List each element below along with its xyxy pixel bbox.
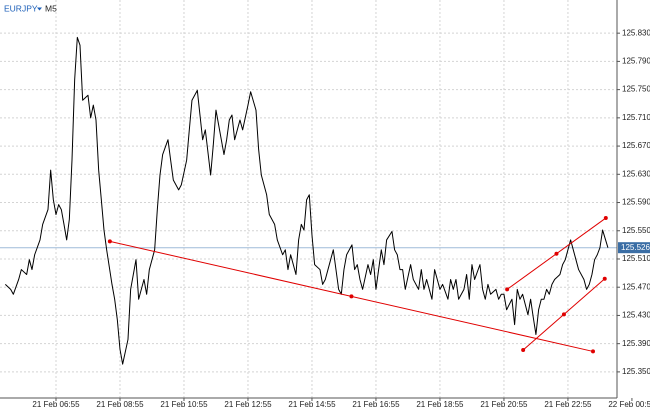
x-tick-label: 21 Feb 10:55 (160, 400, 208, 409)
trendline-handle (591, 349, 596, 354)
y-tick-label: 125.470 (622, 282, 650, 291)
dropdown-arrow[interactable] (37, 7, 42, 11)
x-tick-label: 21 Feb 22:55 (544, 400, 592, 409)
current-price-box (618, 242, 650, 254)
grid (0, 0, 617, 398)
x-tick-label: 21 Feb 12:55 (224, 400, 272, 409)
y-tick-label: 125.750 (622, 85, 650, 94)
x-tick-label: 21 Feb 16:55 (352, 400, 400, 409)
trendline-handle (602, 276, 607, 281)
trendline-midpoint (554, 251, 559, 256)
symbol[interactable]: EURJPY (4, 3, 38, 13)
trendline-handle (107, 239, 112, 244)
symbol-header: EURJPY M5 (4, 3, 57, 13)
y-tick-label: 125.670 (622, 141, 650, 150)
price-line (4, 36, 609, 365)
y-tick-label: 125.510 (622, 254, 650, 263)
y-tick-label: 125.550 (622, 226, 650, 235)
x-tick-label: 21 Feb 08:55 (96, 400, 144, 409)
y-tick-label: 125.790 (622, 57, 650, 66)
y-tick-label: 125.430 (622, 311, 650, 320)
trendline-handle (505, 287, 510, 292)
x-tick-label: 21 Feb 20:55 (480, 400, 528, 409)
y-tick-label: 125.630 (622, 169, 650, 178)
y-tick-label: 125.830 (622, 28, 650, 37)
trendline-handle (521, 348, 526, 353)
timeframe[interactable]: M5 (45, 3, 57, 13)
plot-area (0, 36, 617, 365)
current-price-label: 125.526 (621, 243, 650, 252)
y-tick-label: 125.590 (622, 198, 650, 207)
trendline-midpoint (349, 294, 354, 299)
y-tick-label: 125.710 (622, 113, 650, 122)
y-tick-label: 125.350 (622, 367, 650, 376)
trendline-midpoint (561, 312, 566, 317)
x-tick-label: 21 Feb 14:55 (288, 400, 336, 409)
x-tick-label: 22 Feb 00:55 (608, 400, 650, 409)
y-tick-label: 125.390 (622, 339, 650, 348)
x-tick-label: 21 Feb 18:55 (416, 400, 464, 409)
trendline-handle (603, 216, 608, 221)
x-tick-label: 21 Feb 06:55 (32, 400, 80, 409)
